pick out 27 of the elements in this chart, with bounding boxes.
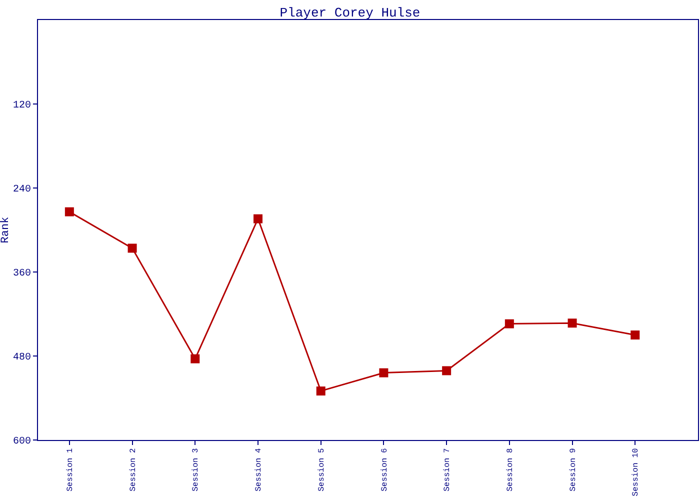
y-tick-label: 120	[12, 100, 31, 112]
point	[128, 244, 137, 253]
y-tick-label: 360	[12, 268, 31, 280]
y-tick-label: 600	[12, 436, 31, 448]
x-tick-label: Session 1	[66, 448, 76, 492]
point	[254, 214, 262, 224]
x-tick-label: Session 4	[254, 448, 264, 492]
x-tick-label: Session 3	[192, 448, 201, 492]
point	[568, 318, 577, 328]
point	[316, 386, 326, 396]
y-tick-label: 480	[12, 352, 31, 364]
point	[190, 354, 200, 364]
chart-title: Player Corey Hulse	[280, 6, 420, 21]
x-tick-label: Session 2	[128, 448, 138, 492]
point	[442, 366, 452, 376]
x-tick-label: Session 9	[568, 448, 578, 492]
point	[504, 319, 514, 328]
x-tick-label: Session 6	[380, 448, 390, 492]
x-tick-label: Session 8	[506, 448, 516, 492]
y-tick-label: 240	[12, 184, 31, 196]
y-axis-title: Rank	[0, 216, 12, 244]
x-tick-label: Session 5	[317, 448, 326, 492]
point	[64, 207, 74, 216]
point	[630, 330, 640, 340]
x-tick-label: Session 7	[443, 448, 452, 492]
point	[379, 368, 388, 378]
x-tick-label: Session 10	[632, 448, 641, 496]
